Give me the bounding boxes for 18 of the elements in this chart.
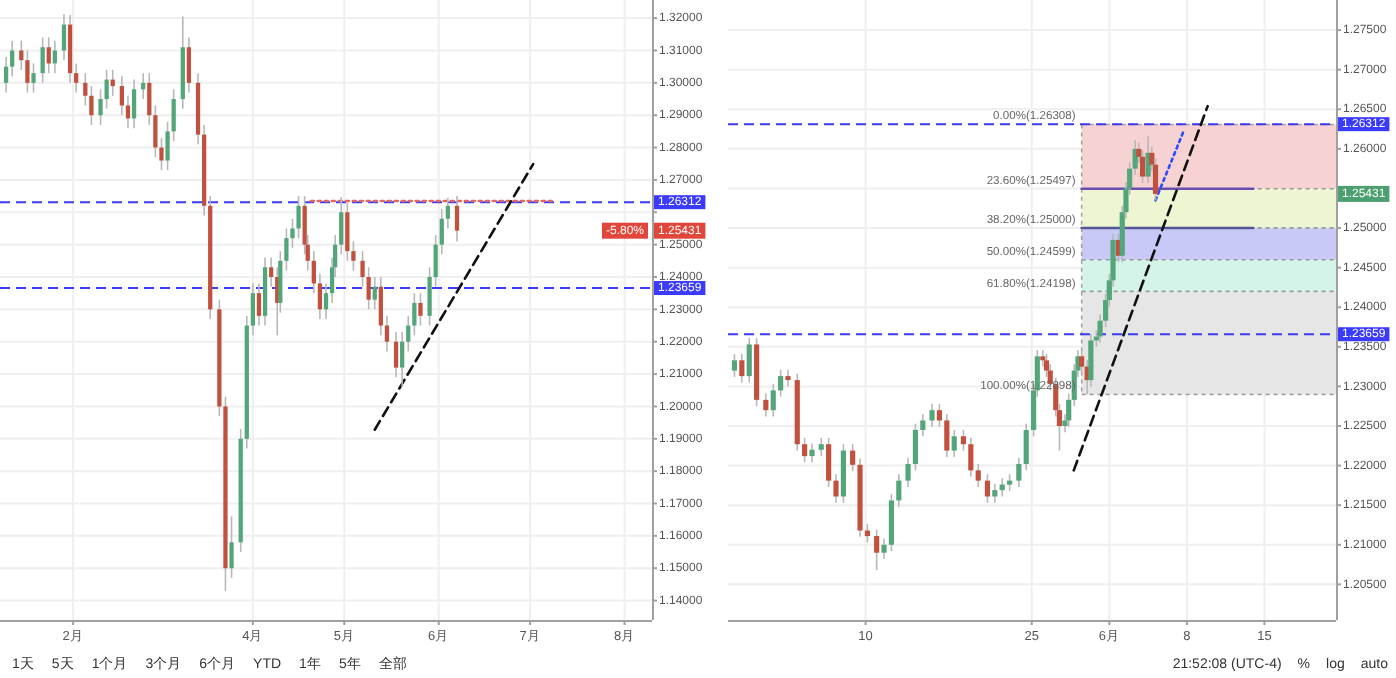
candlestick xyxy=(46,36,51,74)
candlestick xyxy=(229,515,234,579)
candlestick xyxy=(25,49,30,94)
candlestick xyxy=(372,276,377,311)
candlestick xyxy=(366,266,371,311)
candlestick xyxy=(104,69,109,110)
candlestick xyxy=(186,36,192,94)
candlestick xyxy=(454,195,460,243)
candlestick xyxy=(345,201,350,262)
candlestick xyxy=(83,72,88,107)
candlestick xyxy=(52,39,57,74)
candlestick xyxy=(31,62,36,94)
candlestick xyxy=(418,292,423,327)
candlestick xyxy=(393,331,399,379)
candlestick xyxy=(61,13,67,61)
candlestick xyxy=(40,36,45,84)
candlestick xyxy=(131,78,137,129)
candlestick xyxy=(256,282,262,327)
